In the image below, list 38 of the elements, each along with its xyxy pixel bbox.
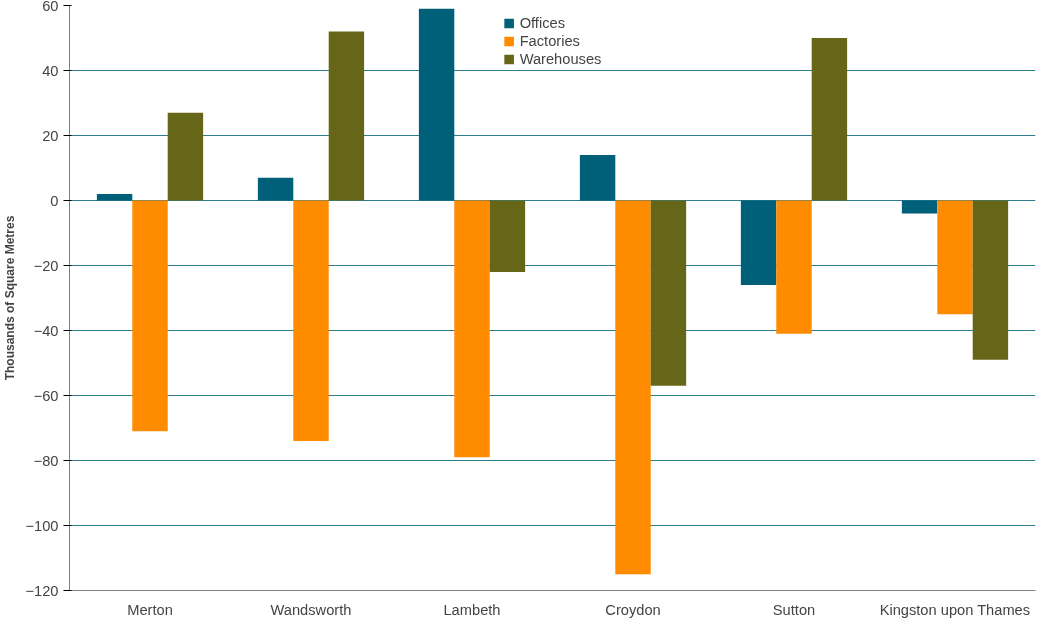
x-tick-label: Lambeth (443, 601, 501, 618)
x-tick-label: Kingston upon Thames (879, 601, 1031, 618)
bar (489, 200, 526, 272)
legend-label: Factories (519, 33, 580, 49)
bar (811, 38, 848, 201)
y-tick-label: 20 (42, 127, 59, 144)
y-tick-label: −40 (33, 322, 59, 339)
y-tick-label: −20 (33, 257, 59, 274)
y-tick-label: −80 (33, 452, 59, 469)
bar (776, 200, 812, 334)
legend-label: Offices (519, 15, 565, 31)
x-tick-label: Wandsworth (270, 601, 352, 618)
bar (740, 200, 777, 285)
y-tick-label: −60 (33, 387, 59, 404)
bar (579, 155, 616, 201)
bar (167, 112, 204, 201)
x-tick-label: Croydon (605, 601, 661, 618)
y-tick-label: −120 (25, 582, 59, 599)
bar (132, 200, 168, 432)
bar (293, 200, 329, 441)
bar (96, 194, 133, 201)
bar (257, 177, 294, 201)
y-axis-title: Thousands of Square Metres (3, 215, 18, 381)
bar (418, 8, 455, 201)
x-tick-label: Merton (127, 601, 173, 618)
y-tick-label: −100 (25, 517, 59, 534)
bar (937, 200, 973, 315)
y-tick-label: 40 (42, 62, 59, 79)
y-tick-label: 0 (50, 192, 59, 209)
y-tick-label: 60 (42, 0, 59, 14)
bar (454, 200, 490, 458)
bar (972, 200, 1009, 360)
x-tick-label: Sutton (772, 601, 816, 618)
legend-label: Warehouses (519, 51, 602, 67)
bar (650, 200, 687, 386)
bar (615, 200, 651, 575)
bar (901, 200, 938, 214)
bar (328, 31, 365, 201)
